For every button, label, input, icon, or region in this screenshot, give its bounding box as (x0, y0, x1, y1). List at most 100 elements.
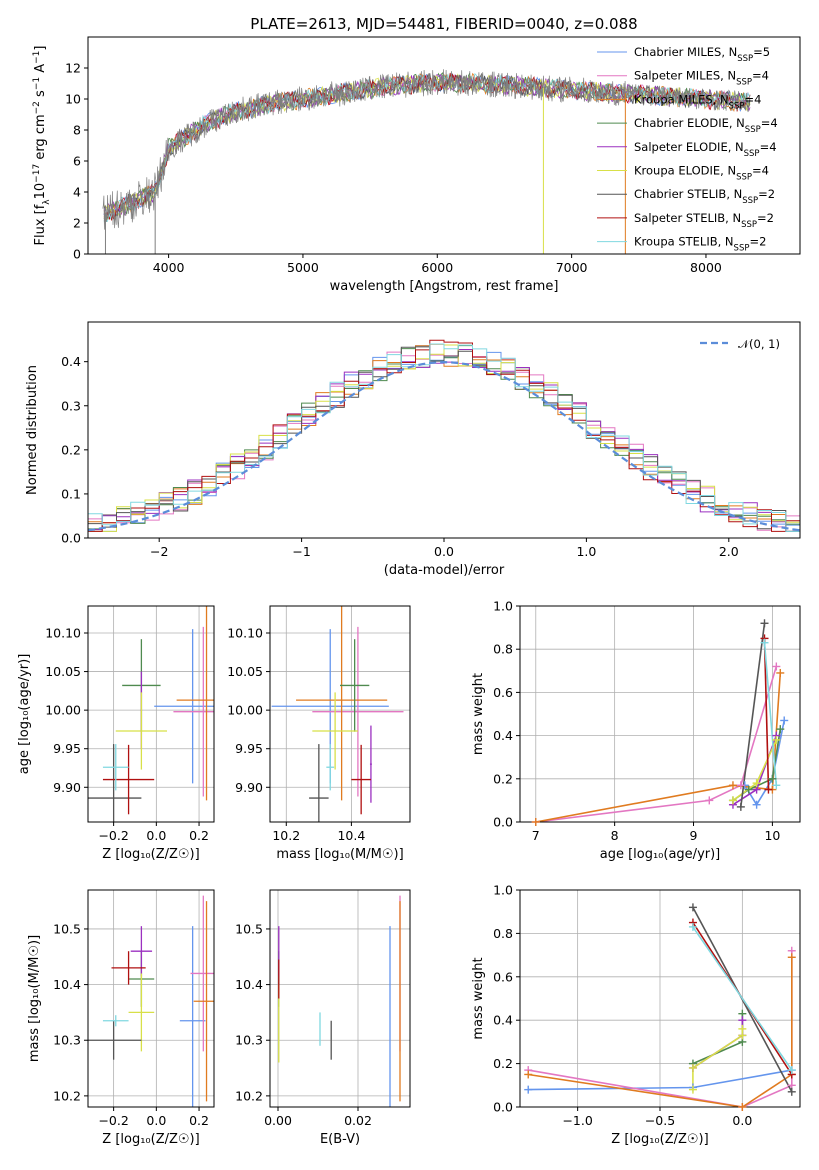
y-axis-label: mass weight (471, 673, 486, 755)
x-tick-label: 9 (690, 828, 698, 843)
y-axis-label-part: −17 (32, 164, 42, 183)
x-tick-label: 0.0 (434, 544, 454, 559)
errorbar-krou_elodie (115, 692, 168, 770)
y-tick-label: 4 (73, 185, 81, 200)
weight-marker-chab_elodie (768, 774, 777, 783)
errorbar-salp_stelib (351, 744, 371, 815)
legend-label-chab_elodie: Chabrier ELODIE, NSSP=4 (634, 116, 778, 135)
weight-line-krou_miles (535, 672, 782, 822)
weight-marker-krou_stelib (772, 781, 781, 790)
y-tick-label: 10.2 (53, 1088, 81, 1103)
errorbar-chab_stelib (88, 1020, 142, 1060)
weight-marker-krou_stelib (688, 922, 697, 931)
y-tick-label: 10.05 (227, 664, 263, 679)
panel-spectrum: 4000 5000 6000 7000 8000 0 2 4 6 8 10 12 wavelength … (32, 36, 801, 294)
legend-label-salp_miles: Salpeter MILES, NSSP=4 (634, 69, 769, 88)
y-tick-label: 0.2 (493, 1056, 513, 1071)
x-tick-label: 0.02 (344, 1113, 372, 1128)
weight-marker-krou_miles (531, 818, 540, 826)
y-tick-label: 10.3 (53, 1033, 81, 1048)
axes-frame (269, 605, 411, 823)
weight-marker-salp_miles (705, 796, 714, 805)
figure-title: PLATE=2613, MJD=54481, FIBERID=0040, z=0… (250, 15, 637, 33)
x-axis-label: Z [log₁₀(Z/Z☉)] (611, 1132, 708, 1147)
weight-marker-salp_miles (736, 781, 745, 790)
y-axis-label-part: A (33, 64, 48, 77)
weight-marker-krou_miles (776, 668, 785, 677)
y-tick-label: 10.5 (53, 921, 81, 936)
y-tick-label: 10.2 (235, 1088, 263, 1103)
errorbar-salp_miles (173, 626, 214, 797)
legend-label-chab_miles: Chabrier MILES, NSSP=5 (634, 45, 770, 64)
weight-marker-salp_stelib (764, 785, 773, 794)
legend-text-part: SSP (741, 220, 757, 230)
y-tick-label: 10.00 (45, 703, 81, 718)
plot-area-age_vs_z (88, 606, 214, 822)
weight-marker-chab_stelib (736, 802, 745, 811)
legend-text-part: Kroupa STELIB, N (634, 235, 734, 249)
x-tick-label: 5000 (287, 260, 319, 275)
x-tick-label: −1.0 (562, 1113, 592, 1128)
errorbar-chab_miles (154, 629, 214, 784)
weight-marker-salp_elodie (738, 1016, 747, 1025)
panel-weights_vs_z: −1.0 −0.5 0.0 0.0 0.2 0.4 0.6 0.8 1.0 Z [log₁₀(Z/… (471, 883, 801, 1147)
panel-mass_vs_ebv: 0.00 0.02 10.2 10.3 10.4 10.5 E(B-V) (235, 889, 411, 1147)
y-axis-label-part: −2 (32, 101, 42, 114)
weight-marker-chab_miles (524, 1085, 533, 1094)
weight-line-salp_stelib (763, 638, 770, 790)
weight-marker-chab_elodie (776, 725, 785, 734)
y-tick-label: 0.0 (493, 815, 513, 830)
y-axis-label: Flux [fλ10−17 erg cm−2 s−1 A−1] (32, 46, 52, 246)
weight-marker-krou_miles (738, 1103, 747, 1111)
axes-frame (269, 889, 411, 1108)
y-axis-label: mass [log₁₀(M/M☉)] (27, 935, 42, 1062)
errorbar-krou_miles (176, 606, 214, 801)
weight-marker-chab_stelib (787, 1087, 796, 1096)
legend-text-part: =4 (761, 116, 778, 130)
weight-line-krou_stelib (763, 642, 778, 786)
panel-age_vs_mass: 10.2 10.4 9.90 9.95 10.00 10.05 10.10 mass [log… (227, 605, 411, 862)
y-tick-label: 0.2 (493, 771, 513, 786)
legend-label-salp_elodie: Salpeter ELODIE, NSSP=4 (634, 140, 777, 159)
x-tick-label: 0.00 (264, 1113, 292, 1128)
y-axis-label-part: erg cm (33, 114, 48, 163)
legend-text-part: SSP (744, 149, 760, 159)
weight-line-krou_miles (528, 957, 793, 1107)
axes-frame (87, 605, 215, 823)
errorbar-krou_miles (296, 606, 388, 801)
weight-line-salp_miles (535, 666, 778, 822)
errorbar-salp_elodie (369, 725, 372, 803)
panel-mass_vs_z: −0.2 0.0 0.2 10.2 10.3 10.4 10.5 Z [log₁₀(Z/Z☉)… (27, 889, 215, 1147)
weight-marker-krou_elodie (688, 1063, 697, 1072)
y-axis-label-part: ] (33, 46, 48, 51)
y-tick-label: 0.3 (61, 398, 81, 413)
errorbar-krou_stelib (326, 744, 335, 791)
x-tick-label: 0.0 (146, 828, 166, 843)
legend-text-part: SSP (729, 101, 745, 111)
y-tick-label: 2 (73, 216, 81, 231)
y-tick-label: 0 (73, 247, 81, 262)
weight-marker-krou_miles (524, 1070, 533, 1079)
y-tick-label: 10.4 (53, 977, 81, 992)
y-tick-label: 9.95 (53, 741, 81, 756)
x-tick-label: 1.0 (576, 544, 596, 559)
x-axis-label: E(B-V) (320, 1132, 360, 1147)
errorbar-krou_stelib (102, 744, 129, 791)
x-tick-label: 0.0 (732, 1113, 752, 1128)
errorbar-krou_stelib (102, 1015, 129, 1027)
y-axis-label-part: −1 (32, 77, 42, 90)
weight-marker-krou_elodie (752, 779, 761, 788)
weight-line-chab_miles (744, 720, 785, 807)
y-tick-label: 1.0 (493, 599, 513, 614)
histogram-chab_stelib (88, 346, 800, 532)
errorbar-krou_elodie (312, 692, 358, 770)
errorbar-salp_miles (190, 895, 214, 1052)
weight-marker-chab_elodie (744, 785, 753, 794)
weight-line-chab_stelib (740, 623, 766, 808)
x-tick-label: 7000 (556, 260, 588, 275)
errorbar-salp_stelib (111, 951, 146, 985)
weight-marker-krou_elodie (688, 1085, 697, 1094)
weight-marker-krou_stelib (760, 638, 769, 647)
y-tick-label: 10.3 (235, 1033, 263, 1048)
y-tick-label: 9.90 (235, 780, 263, 795)
